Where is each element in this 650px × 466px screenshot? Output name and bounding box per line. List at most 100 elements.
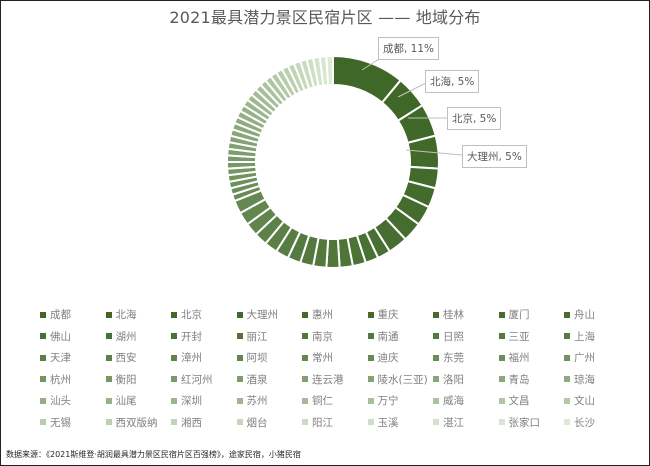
legend-label: 威海 [443,395,464,408]
legend-item[interactable]: 西双版纳 [105,415,172,430]
legend-item[interactable]: 红河州 [171,372,237,387]
legend-item[interactable]: 桂林 [433,307,499,322]
legend-swatch-icon [564,397,570,404]
legend-item[interactable]: 万宁 [367,393,434,408]
legend-item[interactable]: 阿坝 [236,350,303,365]
legend-item[interactable]: 开封 [171,329,237,344]
legend-swatch-icon [302,311,308,318]
legend-item[interactable]: 大理州 [236,307,303,322]
legend-swatch-icon [40,419,46,426]
legend-item[interactable]: 深圳 [171,393,237,408]
chart-title: 2021最具潜力景区民宿片区 —— 地域分布 [169,8,481,27]
legend-label: 丽江 [246,330,268,343]
legend-swatch-icon [564,419,570,426]
legend-label: 开封 [181,330,202,343]
legend-item[interactable]: 连云港 [302,372,368,387]
legend-swatch-icon [105,354,112,361]
legend-item[interactable]: 张家口 [498,415,565,430]
legend-item[interactable]: 陵水(三亚) [367,372,434,387]
legend-item[interactable]: 无锡 [40,415,106,430]
legend-label: 万宁 [377,395,399,408]
legend-swatch-icon [564,354,570,361]
legend-item[interactable]: 佛山 [40,329,106,344]
legend-item[interactable]: 湘西 [171,415,237,430]
legend-item[interactable]: 南京 [302,329,368,344]
legend-item[interactable]: 威海 [433,393,499,408]
legend-swatch-icon [498,419,505,426]
legend-swatch-icon [498,354,505,361]
legend-item[interactable]: 广州 [564,350,630,365]
legend-swatch-icon [498,333,505,340]
legend-item[interactable]: 长沙 [564,415,630,430]
legend-item[interactable]: 琼海 [564,372,630,387]
legend-swatch-icon [367,311,374,318]
legend-item[interactable]: 迪庆 [367,350,434,365]
legend-label: 广州 [574,352,595,365]
legend-swatch-icon [171,376,177,383]
legend-item[interactable]: 汕尾 [105,393,172,408]
legend-item[interactable]: 上海 [564,329,630,344]
legend-label: 福州 [508,352,530,365]
data-label-callout: 北海, 5% [425,70,480,93]
legend-item[interactable]: 东莞 [433,350,499,365]
legend-swatch-icon [302,333,308,340]
legend-item[interactable]: 惠州 [302,307,368,322]
legend-label: 杭州 [50,373,71,386]
legend-item[interactable]: 汕头 [40,393,106,408]
legend-item[interactable]: 西安 [105,350,172,365]
legend-item[interactable]: 福州 [498,350,565,365]
legend-item[interactable]: 衡阳 [105,372,172,387]
legend-swatch-icon [236,311,243,318]
legend-item[interactable]: 杭州 [40,372,106,387]
legend-item[interactable]: 湛江 [433,415,499,430]
legend-item[interactable]: 酒泉 [236,372,303,387]
legend-swatch-icon [105,376,112,383]
legend-label: 玉溪 [377,416,399,429]
legend-label: 东莞 [443,352,464,365]
legend-item[interactable]: 烟台 [236,415,303,430]
legend-item[interactable]: 文山 [564,393,630,408]
legend-row: 天津 西安 漳州 阿坝 常州 迪庆 东莞 福州 广州 [40,347,640,369]
legend-item[interactable]: 洛阳 [433,372,499,387]
legend-label: 长沙 [574,416,595,429]
legend-item[interactable]: 南通 [367,329,434,344]
legend-item[interactable]: 北海 [105,307,172,322]
legend-swatch-icon [105,311,112,318]
legend-swatch-icon [236,354,243,361]
legend-item[interactable]: 湖州 [105,329,172,344]
legend-label: 成都 [50,309,71,322]
legend-item[interactable]: 三亚 [498,329,565,344]
legend-item[interactable]: 重庆 [367,307,434,322]
legend-swatch-icon [367,397,374,404]
legend-item[interactable]: 北京 [171,307,237,322]
legend-item[interactable]: 丽江 [236,329,303,344]
legend-swatch-icon [40,311,46,318]
legend-label: 陵水(三亚) [377,373,428,386]
legend-label: 深圳 [181,395,202,408]
legend-label: 酒泉 [246,373,268,386]
legend-item[interactable]: 苏州 [236,393,303,408]
legend-item[interactable]: 文昌 [498,393,565,408]
legend-item[interactable]: 常州 [302,350,368,365]
legend-item[interactable]: 铜仁 [302,393,368,408]
legend-item[interactable]: 天津 [40,350,106,365]
legend-swatch-icon [564,376,570,383]
legend-item[interactable]: 青岛 [498,372,565,387]
legend-item[interactable]: 舟山 [564,307,630,322]
legend-label: 洛阳 [443,373,464,386]
legend-label: 桂林 [443,309,464,322]
legend-item[interactable]: 漳州 [171,350,237,365]
legend-label: 上海 [574,330,595,343]
legend-item[interactable]: 玉溪 [367,415,434,430]
legend-swatch-icon [105,397,112,404]
legend-item[interactable]: 厦门 [498,307,565,322]
legend-item[interactable]: 成都 [40,307,106,322]
legend-label: 惠州 [312,309,333,322]
legend-item[interactable]: 日照 [433,329,499,344]
legend-item[interactable]: 阳江 [302,415,368,430]
data-label-callout: 成都, 11% [378,37,440,60]
legend-swatch-icon [171,333,177,340]
legend-swatch-icon [302,419,308,426]
legend-row: 成都 北海 北京 大理州 惠州 重庆 桂林 厦门 舟山 [40,304,640,326]
